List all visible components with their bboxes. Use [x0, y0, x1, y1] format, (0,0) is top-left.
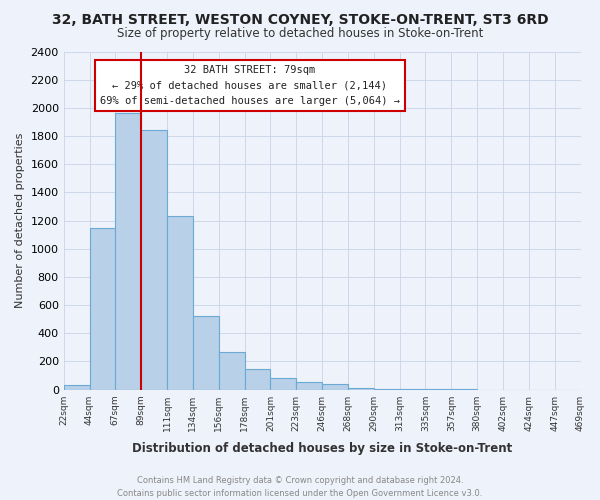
Y-axis label: Number of detached properties: Number of detached properties: [15, 133, 25, 308]
Bar: [322, 384, 348, 390]
Bar: [167, 216, 193, 390]
Text: Contains HM Land Registry data © Crown copyright and database right 2024.
Contai: Contains HM Land Registry data © Crown c…: [118, 476, 482, 498]
Bar: [374, 388, 400, 390]
Bar: [89, 228, 115, 390]
Text: 32, BATH STREET, WESTON COYNEY, STOKE-ON-TRENT, ST3 6RD: 32, BATH STREET, WESTON COYNEY, STOKE-ON…: [52, 12, 548, 26]
Bar: [348, 388, 374, 390]
Bar: [245, 368, 271, 390]
Text: 32 BATH STREET: 79sqm
← 29% of detached houses are smaller (2,144)
69% of semi-d: 32 BATH STREET: 79sqm ← 29% of detached …: [100, 65, 400, 106]
Bar: [193, 316, 219, 390]
Bar: [271, 378, 296, 390]
Bar: [296, 382, 322, 390]
Text: Size of property relative to detached houses in Stoke-on-Trent: Size of property relative to detached ho…: [117, 28, 483, 40]
Bar: [219, 352, 245, 390]
Bar: [64, 386, 89, 390]
Bar: [141, 130, 167, 390]
X-axis label: Distribution of detached houses by size in Stoke-on-Trent: Distribution of detached houses by size …: [132, 442, 512, 455]
Bar: [115, 114, 141, 390]
Bar: [400, 389, 425, 390]
